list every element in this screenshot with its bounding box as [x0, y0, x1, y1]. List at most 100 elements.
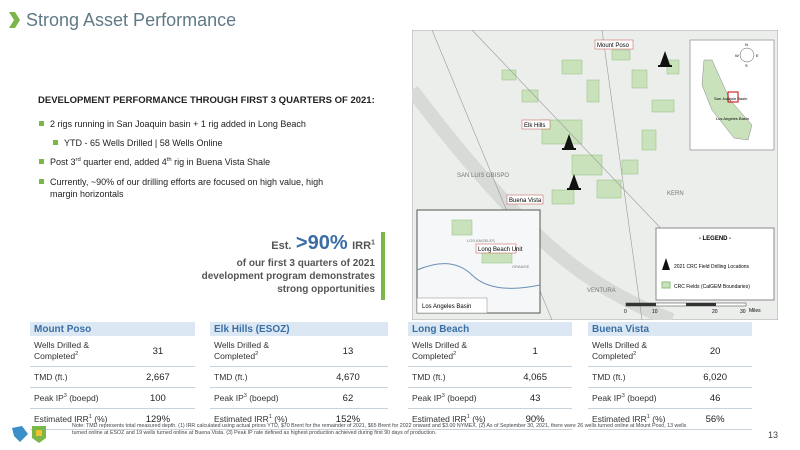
field-label: Long Beach Unit	[478, 247, 523, 253]
row-label: Peak IP3 (boepd)	[210, 387, 308, 409]
table-row: Estimated IRR1 (%) 90%	[408, 408, 572, 430]
scale-label: 30	[740, 309, 746, 315]
accent-bar	[381, 232, 385, 300]
text-part: Estimated IRR	[592, 413, 647, 424]
logos	[12, 426, 46, 443]
table-row: Wells Drilled & Completed2 31	[30, 336, 195, 367]
scale-label: Miles	[749, 308, 761, 314]
row-value: 2,667	[120, 366, 195, 388]
text-part: TMD (ft.)	[34, 371, 68, 382]
compass-label: E	[756, 53, 759, 58]
text-part: Estimated IRR	[214, 413, 269, 424]
text-part: (boepd)	[624, 392, 657, 403]
table-title: Long Beach	[408, 322, 572, 336]
text-part: Peak IP	[412, 392, 442, 403]
row-value: 31	[120, 336, 195, 367]
superscript: 3	[621, 392, 625, 399]
table-row: Peak IP3 (boepd) 46	[588, 387, 752, 409]
stats-table: Buena Vista Wells Drilled & Completed2 20 T…	[588, 322, 752, 430]
row-label: Wells Drilled & Completed2	[588, 336, 679, 367]
row-label: TMD (ft.)	[588, 366, 679, 388]
legend-item: 2021 CRC Field Drilling Locations	[674, 264, 750, 270]
text-part: IRR	[352, 240, 372, 252]
text-part: TMD (ft.)	[412, 371, 446, 382]
callout: Est. >90% IRR1 of our first 3 quarters o…	[175, 232, 375, 296]
chevron	[9, 12, 20, 28]
table-header: Buena Vista	[588, 322, 752, 336]
row-label: Wells Drilled & Completed2	[210, 336, 308, 367]
footnote: Note: TMD represents total measured dept…	[72, 423, 687, 436]
row-label: Estimated IRR1 (%)	[30, 408, 121, 430]
callout-prefix: Est.	[271, 240, 292, 252]
row-value: 43	[498, 387, 572, 409]
row-value: 4,670	[307, 366, 388, 388]
slide-title: Strong Asset Performance	[26, 10, 237, 30]
superscript: 1	[371, 238, 375, 247]
county-label: SAN LUIS OBISPO	[457, 173, 509, 179]
superscript: 2	[453, 351, 457, 358]
text-part: (boepd)	[246, 392, 279, 403]
text-part: YTD - 65 Wells Drilled | 58 Wells Online	[64, 138, 223, 148]
table-title: Mount Poso	[30, 322, 195, 336]
table-row: Peak IP3 (boepd) 100	[30, 387, 195, 409]
superscript: th	[166, 157, 172, 163]
section-heading: DEVELOPMENT PERFORMANCE THROUGH FIRST 3 …	[38, 95, 375, 106]
row-value: 4,065	[498, 366, 572, 388]
row-value: 152%	[307, 408, 388, 430]
row-label: Estimated IRR1 (%)	[210, 408, 308, 430]
table-row: Estimated IRR1 (%) 152%	[210, 408, 388, 430]
table-row: Estimated IRR1 (%) 129%	[30, 408, 195, 430]
text-part: (boepd)	[66, 392, 99, 403]
row-label: Estimated IRR1 (%)	[588, 408, 679, 430]
table-row: TMD (ft.) 4,065	[408, 366, 572, 388]
table-row: Wells Drilled & Completed2 20	[588, 336, 752, 367]
superscript: 1	[646, 413, 650, 420]
superscript: 1	[88, 413, 92, 420]
sub-bullet: YTD - 65 Wells Drilled | 58 Wells Online	[53, 137, 223, 149]
text-part: Wells Drilled & Completed	[34, 340, 90, 361]
county-label: ORANGE	[512, 264, 530, 269]
text-part: (%)	[271, 413, 288, 424]
text-part: rig in Buena Vista Shale	[171, 157, 271, 167]
superscript: 3	[243, 392, 247, 399]
table-row: TMD (ft.) 4,670	[210, 366, 388, 388]
text-part: (boepd)	[444, 392, 477, 403]
inset-label: San Joaquin Basin	[714, 96, 747, 101]
text-part: (%)	[91, 413, 108, 424]
text-part: Post 3	[50, 157, 76, 167]
compass-label: N	[745, 42, 748, 47]
legend-item: CRC Fields (CalGEM Boundaries)	[674, 284, 750, 290]
superscript: 3	[441, 392, 445, 399]
superscript: 2	[75, 351, 79, 358]
text-part: Currently, ~90% of our drilling efforts …	[50, 177, 324, 199]
row-value: 90%	[498, 408, 572, 430]
table-row: Peak IP3 (boepd) 43	[408, 387, 572, 409]
superscript: 1	[466, 413, 470, 420]
text-part: Wells Drilled & Completed	[592, 340, 648, 361]
superscript: 2	[633, 351, 637, 358]
field-label: Mount Poso	[597, 43, 630, 49]
text-part: Estimated IRR	[412, 413, 467, 424]
table-row: Peak IP3 (boepd) 62	[210, 387, 388, 409]
text-part: Peak IP	[592, 392, 622, 403]
row-label: TMD (ft.)	[30, 366, 121, 388]
text-part: Estimated IRR	[34, 413, 89, 424]
table-row: Estimated IRR1 (%) 56%	[588, 408, 752, 430]
text-part: TMD (ft.)	[214, 371, 248, 382]
text-part: (%)	[649, 413, 666, 424]
stats-table: Long Beach Wells Drilled & Completed2 1 TMD…	[408, 322, 572, 430]
county-label: VENTURA	[587, 288, 616, 294]
row-label: Estimated IRR1 (%)	[408, 408, 499, 430]
text-part: quarter end, added 4	[80, 157, 167, 167]
row-value: 46	[678, 387, 752, 409]
text-part: (%)	[469, 413, 486, 424]
compass-label: S	[745, 63, 748, 68]
scale-label: 10	[652, 309, 658, 315]
bullet: Currently, ~90% of our drilling efforts …	[39, 176, 350, 200]
table-title: Elk Hills (ESOZ)	[210, 322, 388, 336]
table-header: Mount Poso	[30, 322, 195, 336]
row-value: 62	[307, 387, 388, 409]
callout-figure: >90%	[295, 232, 348, 254]
text-part: 2 rigs running in San Joaquin basin + 1 …	[50, 119, 306, 129]
field-label: Buena Vista	[509, 198, 542, 204]
